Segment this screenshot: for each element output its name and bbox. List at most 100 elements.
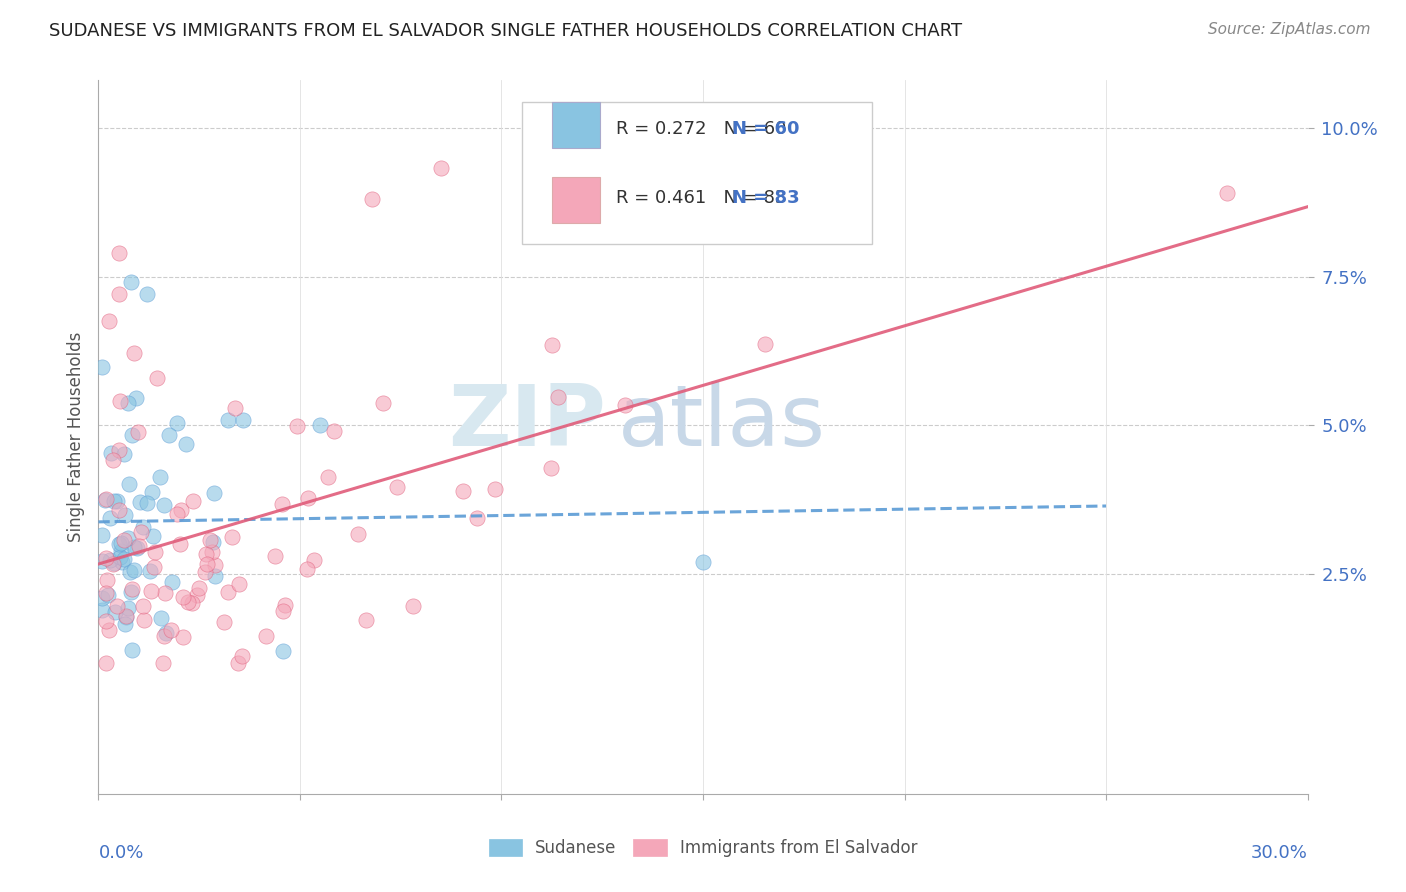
Point (197, 557, 219, 571)
Point (155, 625, 177, 640)
Point (96, 573, 118, 587)
Point (166, 416, 188, 430)
Point (122, 540, 145, 554)
Point (166, 507, 188, 521)
Point (169, 502, 191, 516)
Point (316, 470, 339, 484)
Legend: Sudanese, Immigrants from El Salvador: Sudanese, Immigrants from El Salvador (482, 832, 924, 864)
Point (103, 452, 125, 467)
Point (231, 648, 253, 663)
Point (169, 537, 191, 551)
Point (125, 541, 148, 555)
Point (285, 419, 308, 434)
Point (254, 629, 277, 643)
Point (121, 428, 143, 442)
Point (141, 484, 163, 499)
Point (110, 555, 132, 569)
Point (274, 599, 297, 613)
Point (103, 557, 125, 571)
Point (540, 460, 562, 475)
Point (108, 537, 131, 551)
Point (91, 603, 114, 617)
Point (94, 493, 117, 508)
Point (108, 442, 131, 457)
Y-axis label: Single Father Households: Single Father Households (66, 332, 84, 542)
Point (152, 656, 174, 670)
Point (105, 494, 128, 508)
Point (122, 563, 145, 577)
Point (149, 470, 172, 484)
Point (98, 623, 121, 637)
Point (139, 564, 162, 578)
Point (194, 547, 217, 561)
Point (754, 337, 776, 351)
Point (110, 536, 132, 550)
Point (204, 558, 226, 572)
Point (297, 562, 319, 576)
Point (143, 545, 166, 559)
Point (132, 613, 155, 627)
Point (122, 346, 145, 360)
Point (96, 585, 118, 599)
Point (692, 555, 714, 569)
Point (117, 532, 139, 546)
Text: N = 60: N = 60 (733, 120, 800, 137)
Point (110, 550, 132, 565)
FancyBboxPatch shape (522, 102, 872, 244)
Point (96, 551, 118, 566)
Point (97, 314, 120, 328)
Point (91, 359, 114, 374)
Point (204, 568, 226, 582)
Point (121, 582, 143, 596)
Point (91, 528, 114, 542)
Point (201, 534, 224, 549)
Point (121, 642, 143, 657)
Point (107, 287, 129, 301)
Point (136, 496, 159, 510)
Point (128, 539, 150, 553)
Point (114, 508, 136, 522)
Point (143, 559, 166, 574)
Point (217, 413, 239, 427)
Point (104, 605, 127, 619)
Point (118, 477, 141, 491)
Point (96, 614, 118, 628)
Point (149, 611, 172, 625)
Point (96, 492, 118, 507)
Point (186, 588, 208, 602)
Point (110, 544, 132, 558)
Point (157, 428, 180, 442)
Point (100, 446, 122, 460)
Point (177, 595, 200, 609)
Point (112, 552, 135, 566)
Point (97, 588, 120, 602)
Point (172, 590, 194, 604)
Point (228, 576, 250, 591)
Point (264, 549, 287, 563)
Point (181, 596, 204, 610)
Text: N = 83: N = 83 (733, 189, 800, 207)
Point (114, 617, 136, 632)
Text: 30.0%: 30.0% (1251, 844, 1308, 862)
Point (354, 613, 377, 627)
Point (120, 276, 142, 290)
Point (142, 529, 165, 543)
Point (198, 533, 221, 548)
Point (153, 628, 176, 642)
Point (152, 498, 174, 512)
Point (309, 418, 332, 433)
Point (302, 552, 325, 566)
Point (204, 486, 226, 500)
Text: Source: ZipAtlas.com: Source: ZipAtlas.com (1208, 22, 1371, 37)
Point (484, 483, 506, 497)
Point (297, 491, 319, 505)
Point (120, 584, 142, 599)
FancyBboxPatch shape (551, 177, 600, 223)
Text: SUDANESE VS IMMIGRANTS FROM EL SALVADOR SINGLE FATHER HOUSEHOLDS CORRELATION CHA: SUDANESE VS IMMIGRANTS FROM EL SALVADOR … (49, 22, 962, 40)
Point (212, 615, 235, 629)
Point (385, 480, 408, 494)
FancyBboxPatch shape (551, 102, 600, 148)
Point (172, 630, 194, 644)
Point (160, 574, 183, 589)
Point (541, 337, 564, 351)
